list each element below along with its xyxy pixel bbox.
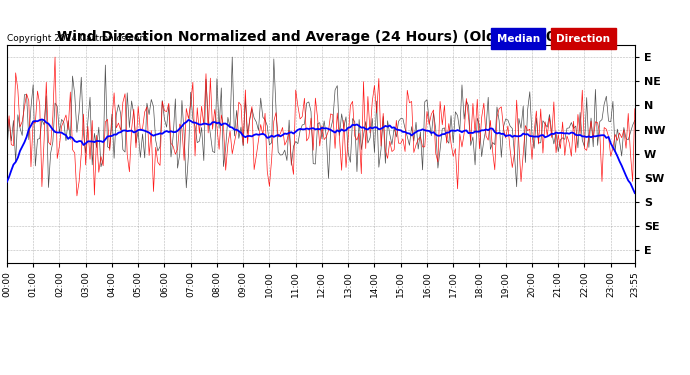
Text: Copyright 2014 Cartronics.com: Copyright 2014 Cartronics.com bbox=[7, 34, 148, 43]
Text: Direction: Direction bbox=[556, 34, 611, 44]
Text: Median: Median bbox=[497, 34, 540, 44]
Title: Wind Direction Normalized and Average (24 Hours) (Old) 20140105: Wind Direction Normalized and Average (2… bbox=[57, 30, 584, 44]
